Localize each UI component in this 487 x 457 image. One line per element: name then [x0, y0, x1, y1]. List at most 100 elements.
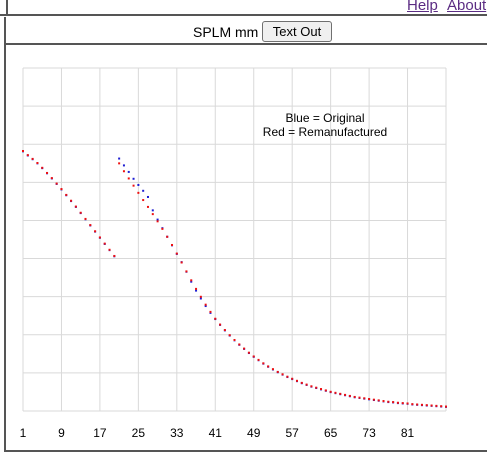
data-point: [156, 220, 159, 223]
data-point: [137, 183, 140, 186]
data-point: [108, 248, 111, 251]
data-point: [315, 386, 318, 389]
data-point: [146, 195, 149, 198]
about-link[interactable]: About: [447, 0, 487, 14]
help-link[interactable]: Help: [407, 0, 438, 14]
legend-annotation-line: Blue = Original: [285, 111, 364, 125]
data-point: [190, 279, 193, 282]
data-point: [26, 154, 29, 157]
x-tick-label: 41: [209, 426, 223, 440]
data-point: [41, 166, 44, 169]
data-point: [175, 252, 178, 255]
x-tick-label: 25: [132, 426, 146, 440]
data-point: [320, 388, 323, 391]
data-point: [247, 351, 250, 354]
data-point: [103, 242, 106, 245]
data-point: [204, 303, 207, 306]
data-point: [238, 343, 241, 346]
data-point: [142, 199, 145, 202]
data-point: [295, 379, 298, 382]
data-point: [267, 365, 270, 368]
data-point: [358, 396, 361, 399]
data-point: [430, 404, 433, 407]
data-point: [324, 389, 327, 392]
data-point: [209, 311, 212, 314]
data-point: [60, 188, 63, 191]
data-point: [132, 177, 135, 180]
data-point: [377, 399, 380, 402]
data-point: [22, 150, 24, 153]
text-out-button[interactable]: Text Out: [262, 21, 332, 42]
data-point: [339, 392, 342, 395]
data-point: [118, 162, 121, 165]
data-point: [127, 170, 130, 173]
data-point: [214, 317, 217, 320]
data-point: [286, 375, 289, 378]
data-point: [228, 334, 231, 337]
data-point: [276, 370, 279, 373]
data-point: [79, 211, 82, 214]
units-label: SPLM mm: [193, 24, 259, 40]
data-point: [46, 171, 49, 174]
x-tick-label: 49: [247, 426, 261, 440]
data-point: [420, 403, 423, 406]
data-point: [161, 227, 164, 230]
data-point: [50, 177, 53, 180]
data-point: [180, 261, 183, 264]
data-point: [199, 297, 202, 300]
data-point: [262, 362, 265, 365]
data-point: [146, 205, 149, 208]
data-point: [334, 391, 337, 394]
data-point: [156, 218, 159, 221]
data-point: [233, 338, 236, 341]
data-point: [223, 329, 226, 332]
data-point: [122, 170, 125, 173]
data-point: [195, 289, 198, 292]
data-point: [89, 224, 92, 227]
data-point: [445, 405, 447, 408]
data-point: [185, 270, 188, 273]
data-point: [195, 287, 198, 290]
data-point: [310, 385, 313, 388]
data-point: [382, 400, 385, 403]
data-point: [329, 390, 332, 393]
series-remanufactured: [22, 150, 447, 408]
data-point: [65, 193, 68, 196]
data-point: [435, 404, 438, 407]
data-point: [55, 182, 58, 185]
data-point: [31, 157, 34, 160]
chart-series: [22, 150, 447, 408]
x-tick-label: 57: [286, 426, 300, 440]
chart-panel: SPLM mm Text Out: [4, 17, 487, 452]
data-point: [132, 184, 135, 187]
data-point: [372, 398, 375, 401]
data-point: [387, 400, 390, 403]
data-point: [171, 243, 174, 246]
data-point: [425, 404, 428, 407]
data-point: [94, 230, 97, 233]
data-point: [406, 402, 409, 405]
x-tick-label: 1: [20, 426, 27, 440]
data-point: [36, 162, 39, 165]
data-point: [440, 405, 443, 408]
data-point: [204, 305, 207, 308]
data-point: [305, 383, 308, 386]
data-point: [118, 157, 121, 160]
data-point: [363, 397, 366, 400]
data-point: [190, 280, 193, 283]
data-point: [74, 205, 77, 208]
data-point: [70, 199, 73, 202]
x-axis-ticks: 1 9 17 25 33 41 49 57 65 73 81: [20, 426, 415, 440]
x-tick-label: 65: [324, 426, 338, 440]
data-point: [348, 394, 351, 397]
data-point: [401, 402, 404, 405]
data-point: [127, 177, 130, 180]
data-point: [166, 235, 169, 238]
data-point: [257, 358, 260, 361]
data-point: [392, 401, 395, 404]
data-point: [113, 254, 116, 257]
data-point: [137, 191, 140, 194]
top-bar-corner: [0, 0, 8, 14]
